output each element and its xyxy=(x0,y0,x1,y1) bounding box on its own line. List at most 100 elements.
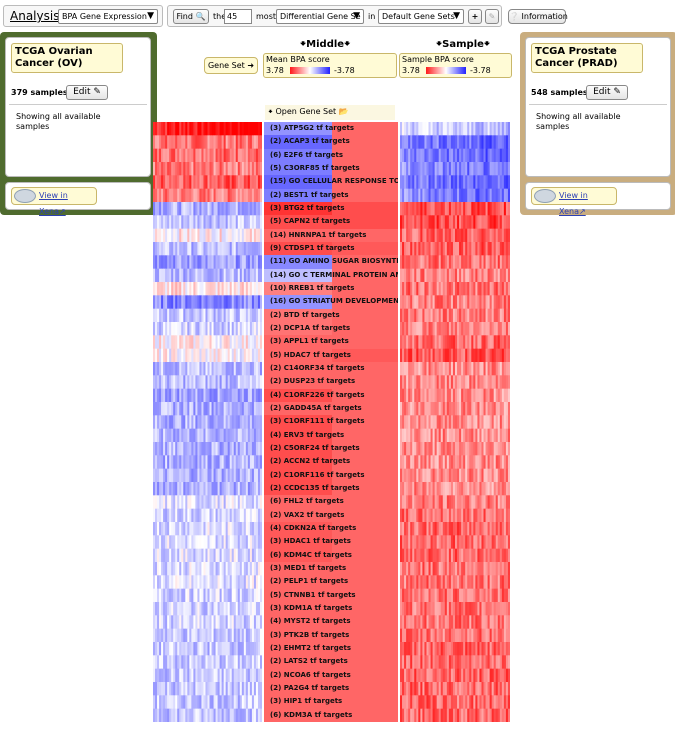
gene-set-row[interactable]: (2) LATS2 tf targets xyxy=(264,655,398,669)
gene-set-row[interactable]: (6) E2F6 tf targets xyxy=(264,148,398,162)
gene-set-row[interactable]: (11) GO AMINO SUGAR BIOSYNTHETIC PROCESS xyxy=(264,255,398,269)
gene-set-row[interactable]: (3) ATP5G2 tf targets xyxy=(264,122,398,136)
heatmap-cell xyxy=(475,255,478,270)
heatmap-cell xyxy=(189,482,192,496)
gene-set-row[interactable]: (2) C1ORF116 tf targets xyxy=(264,468,398,482)
gene-set-row[interactable]: (2) PELP1 tf targets xyxy=(264,575,398,589)
metric-select[interactable]: Differential Gene Se ▼ xyxy=(276,9,364,24)
gene-set-row[interactable]: (2) C14ORF34 tf targets xyxy=(264,362,398,376)
gene-set-row[interactable]: (10) RREB1 tf targets xyxy=(264,282,398,296)
gene-set-row[interactable]: (6) KDM3A tf targets xyxy=(264,708,398,722)
gene-set-row[interactable]: (2) ACCN2 tf targets xyxy=(264,455,398,469)
heatmap-cell xyxy=(434,308,438,323)
heatmap-cell xyxy=(167,135,170,150)
heatmap-cell xyxy=(169,122,172,136)
gene-set-row[interactable]: (3) PTK2B tf targets xyxy=(264,628,398,642)
gene-set-row[interactable]: (5) CTNNB1 tf targets xyxy=(264,588,398,602)
gene-set-row[interactable]: (2) CCDC135 tf targets xyxy=(264,482,398,496)
gene-set-row[interactable]: (2) PA2G4 tf targets xyxy=(264,682,398,696)
gene-set-row[interactable]: (4) CDKN2A tf targets xyxy=(264,522,398,536)
sample-score-cell xyxy=(332,375,398,389)
information-button[interactable]: ❔ Information xyxy=(508,9,568,24)
right-edit-button[interactable]: Edit ✎ xyxy=(586,85,628,100)
find-button[interactable]: Find 🔍 xyxy=(173,9,209,24)
sample-score-cell xyxy=(332,202,398,216)
left-edit-button[interactable]: Edit ✎ xyxy=(66,85,108,100)
heatmap-cell xyxy=(473,455,476,470)
heatmap-cell xyxy=(257,175,261,190)
gene-set-row[interactable]: (9) CTDSP1 tf targets xyxy=(264,242,398,256)
heatmap-cell xyxy=(153,388,156,403)
gene-set-row[interactable]: (2) C5ORF24 tf targets xyxy=(264,442,398,456)
gene-set-row[interactable]: (2) NCOA6 tf targets xyxy=(264,668,398,682)
gene-set-row[interactable]: (5) CAPN2 tf targets xyxy=(264,215,398,229)
left-view-in-xena-button[interactable]: View in Xena↗ xyxy=(11,187,97,216)
gene-set-row[interactable]: (4) ERV3 tf targets xyxy=(264,428,398,442)
geneset-select[interactable]: Default Gene Sets ▼ xyxy=(378,9,464,24)
gene-set-row[interactable]: (2) DCP1A tf targets xyxy=(264,322,398,336)
gene-set-row[interactable]: (4) C1ORF226 tf targets xyxy=(264,388,398,402)
right-cohort-title[interactable]: TCGA Prostate Cancer (PRAD) xyxy=(531,43,643,73)
gene-set-button[interactable]: Gene Set ➜ xyxy=(204,57,258,74)
open-gene-set-button[interactable]: 🠻 Open Gene Set 📂 xyxy=(265,105,395,120)
gene-set-row[interactable]: (6) KDM4C tf targets xyxy=(264,548,398,562)
heatmap-cell xyxy=(422,682,425,696)
gene-set-row[interactable]: (2) BTD tf targets xyxy=(264,308,398,322)
gene-set-row[interactable]: (3) C1ORF111 tf targets xyxy=(264,415,398,429)
heatmap-cell xyxy=(247,335,251,350)
gene-set-row[interactable]: (3) HDAC1 tf targets xyxy=(264,535,398,549)
heatmap-cell xyxy=(219,495,223,510)
gene-set-row[interactable]: (2) ACAP3 tf targets xyxy=(264,135,398,149)
heatmap-cell xyxy=(229,415,233,430)
gene-set-row[interactable]: (2) VAX2 tf targets xyxy=(264,508,398,522)
gene-set-row[interactable]: (2) DUSP23 tf targets xyxy=(264,375,398,389)
heatmap-cell xyxy=(183,495,186,510)
heatmap-cell xyxy=(201,495,204,510)
gene-set-row[interactable]: (3) APPL1 tf targets xyxy=(264,335,398,349)
heatmap-cell xyxy=(432,335,436,350)
gene-set-row[interactable]: (15) GO CELLULAR RESPONSE TO CYCLOHEXIMI… xyxy=(264,175,398,189)
heatmap-cell xyxy=(225,215,229,230)
gene-set-row[interactable]: (16) GO STRIATUM DEVELOPMENT xyxy=(264,295,398,309)
sample-sort-header[interactable]: 🠻Sample🠻 xyxy=(436,37,490,54)
heatmap-cell xyxy=(155,615,158,630)
heatmap-cell xyxy=(259,202,262,216)
gene-set-row[interactable]: (2) BEST1 tf targets xyxy=(264,188,398,202)
heatmap-cell xyxy=(229,482,233,496)
add-geneset-button[interactable]: + xyxy=(468,9,482,24)
right-cohort-heatmap[interactable] xyxy=(400,122,510,722)
heatmap-cell xyxy=(153,428,156,443)
heatmap-cell xyxy=(461,322,464,336)
left-cohort-heatmap[interactable] xyxy=(153,122,262,722)
heatmap-cell xyxy=(225,495,229,510)
heatmap-cell xyxy=(414,188,417,203)
heatmap-cell xyxy=(181,348,184,363)
count-input[interactable]: 45 xyxy=(224,9,252,24)
gene-set-row[interactable]: (4) MYST2 tf targets xyxy=(264,615,398,629)
heatmap-cell xyxy=(473,415,476,430)
gene-set-row[interactable]: (5) HDAC7 tf targets xyxy=(264,348,398,362)
right-view-in-xena-button[interactable]: View in Xena↗ xyxy=(531,187,617,216)
gene-set-row[interactable]: (3) MED1 tf targets xyxy=(264,562,398,576)
gene-set-row[interactable]: (3) HIP1 tf targets xyxy=(264,695,398,709)
gene-set-row[interactable]: (6) FHL2 tf targets xyxy=(264,495,398,509)
heatmap-cell xyxy=(197,388,200,403)
analysis-select[interactable]: BPA Gene Expression ▼ xyxy=(58,9,158,24)
edit-geneset-button[interactable]: ✎ xyxy=(485,9,499,24)
gene-set-row[interactable]: (14) HNRNPA1 tf targets xyxy=(264,228,398,242)
heatmap-cell xyxy=(418,415,421,430)
gene-set-row[interactable]: (5) C3ORF85 tf targets xyxy=(264,162,398,176)
heatmap-cell xyxy=(241,495,245,510)
gene-set-row[interactable]: (3) KDM1A tf targets xyxy=(264,602,398,616)
heatmap-cell xyxy=(217,295,221,310)
gene-set-row[interactable]: (3) BTG2 tf targets xyxy=(264,202,398,216)
heatmap-cell xyxy=(167,655,170,670)
heatmap-cell xyxy=(235,135,239,150)
gene-set-row[interactable]: (2) EHMT2 tf targets xyxy=(264,642,398,656)
gene-set-row[interactable]: (14) GO C TERMINAL PROTEIN AMINO ACID MO… xyxy=(264,268,398,282)
middle-sort-header[interactable]: 🠻Middle🠻 xyxy=(300,37,350,54)
gene-set-label: (4) MYST2 tf targets xyxy=(270,617,351,626)
gene-set-row[interactable]: (2) GADD45A tf targets xyxy=(264,402,398,416)
left-cohort-title[interactable]: TCGA Ovarian Cancer (OV) xyxy=(11,43,123,73)
heatmap-cell xyxy=(225,602,229,616)
